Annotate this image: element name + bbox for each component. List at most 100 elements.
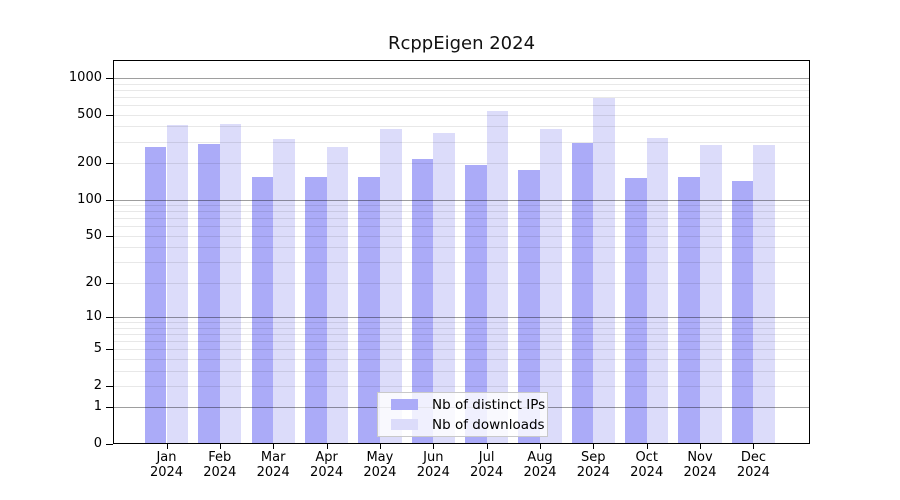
x-tick-year: 2024: [203, 465, 237, 480]
legend-swatch: [391, 419, 418, 430]
x-tick: [219, 444, 221, 449]
x-tick-year: 2024: [416, 465, 450, 480]
y-tick-label: 1000: [68, 69, 102, 85]
legend: Nb of distinct IPs Nb of downloads: [377, 392, 548, 437]
x-tick-label: Dec 2024: [721, 450, 785, 480]
y-tick-label: 1: [93, 399, 102, 415]
bar-distinct-ips: [731, 181, 754, 444]
x-tick-label: Sep 2024: [561, 450, 625, 480]
bar-downloads: [593, 98, 615, 444]
y-tick-label: 500: [77, 106, 102, 122]
x-tick-month: Jul: [478, 450, 495, 465]
y-tick: [106, 444, 113, 445]
bar-distinct-ips: [464, 164, 487, 444]
x-tick-month: Sep: [581, 450, 606, 465]
legend-swatch: [391, 399, 418, 410]
bar-downloads: [273, 139, 295, 444]
y-tick: [106, 317, 113, 318]
y-tick: [106, 407, 113, 409]
bar-distinct-ips: [571, 143, 594, 444]
y-tick: [106, 282, 113, 284]
bar-downloads: [539, 129, 562, 444]
x-tick: [593, 444, 595, 449]
x-tick: [326, 444, 328, 449]
x-tick-year: 2024: [149, 465, 184, 480]
x-tick-month: May: [366, 450, 394, 465]
y-tick-label: 5: [93, 341, 102, 357]
bar-distinct-ips: [144, 147, 167, 444]
y-tick: [106, 349, 113, 351]
x-tick-year: 2024: [683, 465, 717, 480]
x-tick-month: Dec: [740, 450, 766, 465]
x-tick-label: Jun 2024: [401, 450, 465, 480]
y-tick: [106, 114, 113, 116]
x-tick-month: Apr: [315, 450, 338, 465]
x-tick-year: 2024: [630, 465, 664, 480]
bar-distinct-ips: [358, 176, 380, 444]
bar-distinct-ips: [518, 170, 540, 444]
x-tick-label: Apr 2024: [295, 450, 359, 480]
plot-area: Nb of distinct IPs Nb of downloads: [113, 60, 810, 444]
x-tick-month: Nov: [687, 450, 713, 465]
y-tick-label: 100: [77, 191, 102, 207]
x-tick-month: Aug: [527, 450, 553, 465]
y-tick-label: 200: [77, 155, 102, 170]
bar-distinct-ips: [411, 159, 434, 444]
gridline: [113, 126, 810, 128]
x-tick-label: Jul 2024: [455, 450, 519, 480]
bar-downloads: [379, 129, 402, 444]
y-tick-label: 2: [93, 377, 102, 393]
bar-downloads: [646, 137, 669, 444]
x-tick: [433, 444, 435, 449]
bar-distinct-ips: [304, 176, 327, 444]
x-tick-month: Feb: [208, 450, 232, 465]
bar-downloads: [433, 132, 455, 444]
gridline: [113, 105, 810, 106]
x-tick: [700, 444, 701, 449]
bar-distinct-ips: [251, 176, 274, 444]
x-tick: [540, 444, 541, 449]
y-tick-label: 20: [85, 274, 102, 290]
bar-downloads: [326, 147, 349, 444]
legend-item: Nb of downloads: [386, 416, 545, 433]
legend-label: Nb of downloads: [432, 416, 545, 433]
legend-label: Nb of distinct IPs: [432, 396, 546, 413]
x-tick-year: 2024: [576, 465, 610, 480]
gridline: [113, 89, 810, 91]
y-tick: [106, 385, 113, 387]
x-tick: [379, 444, 381, 449]
x-tick-month: Jan: [156, 450, 177, 465]
x-tick-month: Jun: [423, 450, 444, 465]
legend-item: Nb of distinct IPs: [386, 396, 545, 413]
y-tick: [106, 77, 113, 79]
x-tick-year: 2024: [523, 465, 557, 480]
bar-distinct-ips: [678, 176, 700, 444]
bar-downloads: [700, 144, 722, 444]
bar-downloads: [486, 110, 509, 444]
x-tick-label: May 2024: [348, 450, 412, 480]
bar-downloads: [219, 124, 242, 444]
x-tick: [753, 444, 755, 449]
y-tick: [106, 163, 113, 164]
bar-distinct-ips: [625, 177, 647, 444]
bar-downloads: [753, 144, 776, 444]
x-tick: [166, 444, 168, 449]
y-tick-label: 10: [85, 309, 102, 324]
x-tick-label: Nov 2024: [668, 450, 732, 480]
x-tick-month: Mar: [260, 450, 286, 465]
x-tick-label: Mar 2024: [241, 450, 305, 480]
x-tick-label: Oct 2024: [615, 450, 679, 480]
bar-downloads: [166, 125, 189, 444]
x-tick-year: 2024: [736, 465, 770, 480]
x-tick-label: Feb 2024: [188, 450, 252, 480]
y-tick-label: 50: [85, 227, 102, 243]
gridline: [113, 83, 810, 85]
x-tick-year: 2024: [256, 465, 290, 480]
gridline: [113, 96, 810, 98]
y-tick: [106, 199, 113, 201]
gridline: [113, 141, 810, 143]
y-tick-label: 0: [93, 436, 102, 451]
x-tick-year: 2024: [470, 465, 504, 480]
x-tick: [273, 444, 275, 449]
x-tick-year: 2024: [363, 465, 397, 480]
